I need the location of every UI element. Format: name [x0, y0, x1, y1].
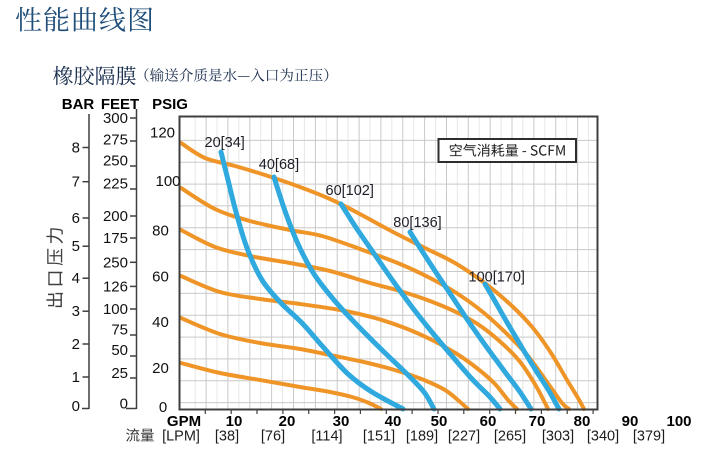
svg-text:[LPM]: [LPM]: [162, 429, 200, 445]
svg-text:100: 100: [155, 173, 180, 190]
svg-text:6: 6: [72, 210, 80, 227]
svg-text:50: 50: [431, 413, 448, 430]
svg-text:[151]: [151]: [363, 429, 395, 445]
svg-text:0: 0: [72, 398, 80, 415]
svg-text:[227]: [227]: [448, 429, 480, 445]
svg-text:20[34]: 20[34]: [205, 135, 245, 151]
svg-text:0: 0: [120, 396, 128, 413]
svg-text:5: 5: [72, 238, 80, 255]
svg-text:80[136]: 80[136]: [393, 215, 441, 231]
svg-text:60: 60: [152, 269, 169, 286]
svg-text:40: 40: [385, 413, 402, 430]
svg-text:[76]: [76]: [261, 429, 285, 445]
svg-text:225: 225: [103, 176, 128, 193]
svg-text:40: 40: [152, 314, 169, 331]
svg-text:250: 250: [103, 254, 128, 271]
svg-text:80: 80: [574, 413, 591, 430]
svg-text:30: 30: [333, 413, 350, 430]
svg-text:2: 2: [72, 336, 80, 353]
svg-text:70: 70: [529, 413, 546, 430]
svg-text:[265]: [265]: [494, 429, 526, 445]
svg-text:40[68]: 40[68]: [259, 157, 299, 173]
svg-text:275: 275: [103, 131, 128, 148]
svg-text:300: 300: [103, 110, 128, 127]
svg-text:[189]: [189]: [406, 429, 438, 445]
svg-text:20: 20: [152, 360, 169, 377]
svg-text:120: 120: [150, 125, 175, 142]
svg-text:20: 20: [279, 413, 296, 430]
svg-text:4: 4: [72, 270, 80, 287]
svg-text:100[170]: 100[170]: [469, 270, 525, 286]
svg-text:3: 3: [72, 303, 80, 320]
svg-text:8: 8: [72, 140, 80, 157]
svg-text:80: 80: [152, 223, 169, 240]
svg-text:10: 10: [226, 413, 243, 430]
svg-text:60: 60: [480, 413, 497, 430]
svg-text:GPM: GPM: [167, 413, 201, 430]
svg-text:250: 250: [103, 153, 128, 170]
svg-text:100: 100: [666, 413, 691, 430]
svg-text:1: 1: [72, 369, 80, 386]
svg-text:60[102]: 60[102]: [326, 183, 374, 199]
svg-text:[114]: [114]: [311, 429, 342, 445]
svg-text:100: 100: [103, 301, 128, 318]
svg-text:7: 7: [72, 174, 80, 191]
svg-text:[38]: [38]: [215, 429, 239, 445]
svg-text:75: 75: [111, 322, 128, 339]
svg-text:25: 25: [111, 365, 128, 382]
svg-text:[340]: [340]: [587, 429, 619, 445]
svg-text:BAR: BAR: [62, 96, 95, 113]
svg-text:[379]: [379]: [633, 429, 665, 445]
svg-text:200: 200: [103, 208, 128, 225]
svg-text:90: 90: [622, 413, 639, 430]
svg-text:[303]: [303]: [542, 429, 574, 445]
svg-text:175: 175: [103, 230, 128, 247]
svg-text:0: 0: [159, 399, 167, 416]
svg-text:PSIG: PSIG: [152, 96, 188, 113]
svg-text:50: 50: [111, 342, 128, 359]
svg-text:FEET: FEET: [101, 96, 139, 113]
svg-text:126: 126: [103, 278, 128, 295]
